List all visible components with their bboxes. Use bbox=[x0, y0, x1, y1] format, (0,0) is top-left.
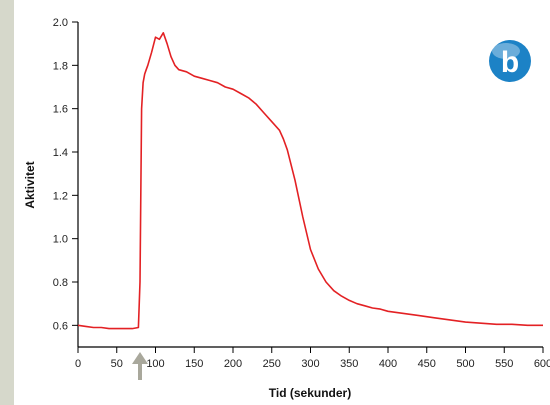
x-tick-label: 200 bbox=[224, 358, 242, 370]
badge-highlight bbox=[492, 43, 520, 59]
x-tick-label: 450 bbox=[418, 358, 436, 370]
x-tick-label: 300 bbox=[301, 358, 319, 370]
x-tick-label: 600 bbox=[534, 358, 550, 370]
axes bbox=[77, 22, 543, 348]
series-line bbox=[77, 31, 543, 330]
x-tick-label: 100 bbox=[146, 358, 164, 370]
panel-badge: b bbox=[489, 40, 531, 82]
y-axis-title: Aktivitet bbox=[23, 161, 37, 208]
arrow-head bbox=[132, 352, 148, 364]
series-layer bbox=[77, 31, 543, 330]
x-tick-label: 350 bbox=[340, 358, 358, 370]
y-tick-label: 1.0 bbox=[53, 234, 68, 246]
x-axis-title: Tid (sekunder) bbox=[269, 386, 351, 400]
arrow-shaft bbox=[138, 362, 142, 380]
y-tick-label: 0.8 bbox=[53, 277, 68, 289]
x-tick-label: 150 bbox=[185, 358, 203, 370]
y-tick-label: 1.6 bbox=[53, 104, 68, 116]
marker-layer bbox=[132, 352, 148, 380]
badge-circle bbox=[489, 40, 531, 82]
chart-panel bbox=[14, 0, 550, 405]
x-tick-label: 500 bbox=[456, 358, 474, 370]
ticks: 0 50 100 150 200 250 300 350 400 450 500 550 600 0.6 0… bbox=[53, 17, 550, 370]
y-tick-label: 1.2 bbox=[53, 190, 68, 202]
y-tick-label: 0.6 bbox=[53, 320, 68, 332]
badge-letter: b bbox=[501, 46, 519, 79]
x-tick-label: 50 bbox=[111, 358, 123, 370]
x-tick-label: 400 bbox=[379, 358, 397, 370]
y-tick-label: 2.0 bbox=[53, 17, 68, 29]
y-tick-label: 1.8 bbox=[53, 60, 68, 72]
x-tick-label: 0 bbox=[75, 358, 81, 370]
x-tick-label: 550 bbox=[495, 358, 513, 370]
y-tick-label: 1.4 bbox=[53, 147, 68, 159]
x-tick-label: 250 bbox=[263, 358, 281, 370]
